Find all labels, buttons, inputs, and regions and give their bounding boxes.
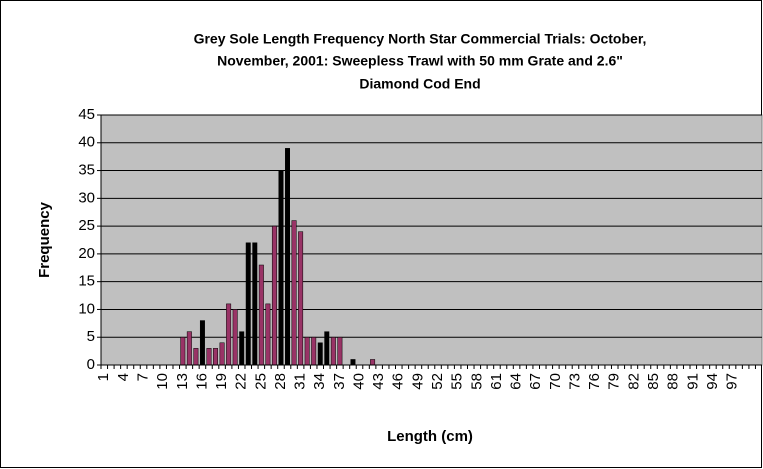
bar bbox=[258, 264, 264, 366]
x-tick-label: 16 bbox=[193, 373, 210, 390]
bar bbox=[252, 242, 258, 366]
x-tick-label: 19 bbox=[213, 373, 230, 390]
x-tick-label: 1 bbox=[95, 373, 112, 381]
bar bbox=[193, 348, 199, 366]
x-tick-label: 88 bbox=[665, 373, 682, 390]
x-tick-label: 79 bbox=[606, 373, 623, 390]
y-tick-label: 0 bbox=[87, 356, 95, 373]
y-tick-label: 35 bbox=[78, 162, 95, 179]
bar bbox=[330, 336, 336, 366]
bar bbox=[298, 231, 304, 366]
bar bbox=[370, 359, 376, 366]
y-tick-label: 10 bbox=[78, 300, 95, 317]
x-tick-label: 67 bbox=[527, 373, 544, 390]
x-tick-label: 97 bbox=[724, 373, 741, 390]
bar bbox=[265, 303, 271, 366]
bar bbox=[311, 336, 317, 366]
x-tick-label: 46 bbox=[390, 373, 407, 390]
bar bbox=[337, 336, 343, 366]
x-tick-label: 13 bbox=[174, 373, 191, 390]
x-tick-label: 25 bbox=[252, 373, 269, 390]
y-tick-label: 40 bbox=[78, 134, 95, 151]
x-tick-label: 52 bbox=[429, 373, 446, 390]
x-tick-label: 64 bbox=[508, 373, 525, 390]
y-tick-label: 15 bbox=[78, 273, 95, 290]
x-tick-label: 43 bbox=[370, 373, 387, 390]
x-tick-label: 7 bbox=[135, 373, 152, 381]
bar bbox=[317, 342, 323, 366]
bar bbox=[180, 336, 186, 366]
bar bbox=[245, 242, 251, 366]
bar bbox=[219, 342, 225, 366]
x-tick-label: 70 bbox=[547, 373, 564, 390]
bar bbox=[199, 320, 205, 366]
bar bbox=[304, 336, 310, 366]
chart-title: November, 2001: Sweepless Trawl with 50 … bbox=[217, 53, 623, 69]
x-tick-label: 85 bbox=[645, 373, 662, 390]
x-tick-label: 73 bbox=[566, 373, 583, 390]
x-tick-label: 82 bbox=[625, 373, 642, 390]
x-tick-label: 28 bbox=[272, 373, 289, 390]
x-tick-label: 91 bbox=[684, 373, 701, 390]
bar bbox=[226, 303, 232, 366]
y-tick-label: 20 bbox=[78, 245, 95, 262]
chart-title: Grey Sole Length Frequency North Star Co… bbox=[194, 31, 647, 47]
y-tick-label: 45 bbox=[78, 106, 95, 123]
x-tick-label: 22 bbox=[233, 373, 250, 390]
x-tick-label: 31 bbox=[292, 373, 309, 390]
bar bbox=[278, 170, 284, 366]
bar bbox=[239, 331, 245, 366]
x-tick-label: 55 bbox=[449, 373, 466, 390]
plot-area bbox=[100, 114, 763, 366]
x-tick-label: 10 bbox=[154, 373, 171, 390]
x-tick-label: 37 bbox=[331, 373, 348, 390]
x-tick-label: 40 bbox=[350, 373, 367, 390]
x-tick-label: 34 bbox=[311, 373, 328, 390]
bar bbox=[285, 148, 290, 366]
bar bbox=[291, 220, 297, 366]
chart-title: Diamond Cod End bbox=[359, 76, 480, 92]
bar bbox=[186, 331, 192, 366]
bar bbox=[206, 348, 212, 366]
x-tick-label: 61 bbox=[488, 373, 505, 390]
x-tick-label: 49 bbox=[409, 373, 426, 390]
x-tick-label: 4 bbox=[115, 373, 132, 381]
y-axis-label: Frequency bbox=[36, 201, 53, 278]
y-tick-label: 30 bbox=[78, 189, 95, 206]
bar bbox=[324, 331, 330, 366]
x-axis-label: Length (cm) bbox=[387, 428, 473, 445]
x-tick-label: 94 bbox=[704, 373, 721, 390]
bar bbox=[271, 225, 277, 366]
x-tick-label: 58 bbox=[468, 373, 485, 390]
y-tick-label: 25 bbox=[78, 217, 95, 234]
bar bbox=[213, 348, 219, 366]
bar bbox=[232, 309, 238, 366]
bar bbox=[350, 359, 356, 366]
y-tick-label: 5 bbox=[87, 328, 95, 345]
x-tick-label: 76 bbox=[586, 373, 603, 390]
